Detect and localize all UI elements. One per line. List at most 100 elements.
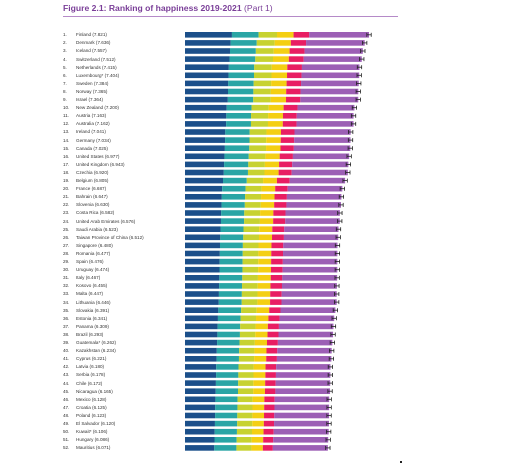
row-label: 11. Austria (7.163) (63, 113, 106, 118)
bar-segment (185, 185, 223, 192)
bar-segment (274, 420, 329, 427)
bar-segment (185, 88, 228, 95)
bar-segment (253, 380, 266, 386)
bar-segment (185, 396, 216, 403)
row-label: 28. Romania (6.477) (63, 251, 110, 256)
row-rank: 30. (63, 267, 70, 273)
figure-title: Figure 2.1: Ranking of happiness 2019-20… (63, 3, 273, 13)
bar-segment (272, 226, 285, 232)
bar-segment (257, 299, 271, 305)
row-rank: 47. (63, 404, 70, 410)
row-country: El Salvador (6.120) (76, 421, 116, 426)
bar-segment (219, 242, 243, 249)
title-rule (63, 16, 398, 17)
bar-segment (255, 48, 274, 54)
row-label: 41. Cyprus (6.221) (63, 356, 106, 361)
bar-segment (267, 323, 279, 330)
row-country: United States (6.977) (76, 153, 120, 159)
row-country: Bahrain (6.647) (76, 194, 108, 200)
bar-segment (254, 347, 267, 354)
row-rank: 10. (63, 105, 70, 111)
row-rank: 44. (63, 380, 70, 386)
bar-segment (244, 202, 261, 208)
row-label: 6. Luxembourg* (7.404) (63, 73, 119, 78)
bar-segment (294, 137, 351, 143)
figure-title-part: (Part 1) (244, 3, 273, 13)
bar-segment (267, 331, 279, 338)
bar-segment (219, 266, 243, 273)
bar-segment (278, 323, 334, 330)
row-country: United Kingdom (6.943) (76, 161, 125, 167)
row-label: 13. Ireland (7.041) (63, 129, 106, 134)
bar-segment (242, 275, 258, 281)
bar-segment (185, 56, 230, 62)
bar-segment (263, 428, 274, 435)
row-rank: 52. (63, 445, 70, 451)
row-label: 37. Panama (6.309) (63, 324, 109, 329)
bar-segment (257, 291, 271, 297)
bar-segment (265, 153, 280, 160)
row-country: Mexico (6.128) (76, 396, 107, 402)
row-country: Mauritius (6.071) (76, 445, 111, 451)
bar-segment (218, 291, 242, 297)
row-country: Croatia (6.125) (76, 404, 107, 410)
bar-segment (282, 113, 297, 119)
row-rank: 32. (63, 283, 70, 289)
row-country: New Zealand (7.200) (76, 105, 119, 111)
bar-segment (249, 145, 267, 151)
bar-segment (185, 372, 217, 378)
bar-segment (270, 291, 282, 297)
row-rank: 50. (63, 429, 70, 435)
bar-segment (185, 258, 220, 265)
row-country: Canada (7.025) (76, 145, 108, 151)
bar-segment (244, 210, 261, 216)
row-country: Australia (7.162) (76, 121, 110, 127)
row-rank: 39. (63, 340, 70, 345)
row-label: 15. Canada (7.025) (63, 146, 108, 151)
row-label: 17. United Kingdom (6.943) (63, 162, 125, 167)
bar-segment (278, 331, 334, 338)
bar-segment (301, 80, 359, 87)
row-country: Chile (6.172) (76, 380, 103, 386)
bar-segment (273, 218, 286, 224)
bar-segment (251, 113, 269, 119)
bar-segment (294, 129, 351, 135)
bar-segment (266, 137, 281, 143)
row-rank: 40. (63, 348, 70, 354)
bar-segment (279, 153, 293, 160)
row-label: 20. France (6.687) (63, 186, 106, 191)
bar-segment (185, 234, 221, 241)
bar-segment (286, 96, 301, 103)
bar-segment (272, 234, 284, 241)
bar-segment (276, 364, 331, 370)
bar-segment (236, 437, 252, 443)
bar-segment (217, 331, 240, 338)
bar-segment (300, 88, 359, 95)
bar-segment (264, 404, 275, 411)
row-label: 22. Slovenia (6.630) (63, 202, 109, 207)
row-rank: 14. (63, 137, 70, 143)
bar-segment (240, 323, 256, 330)
bar-segment (215, 404, 238, 411)
row-country: Netherlands (7.415) (76, 64, 117, 70)
row-label: 5. Netherlands (7.415) (63, 65, 117, 70)
bar-segment (288, 56, 304, 62)
bar-segment (185, 32, 232, 38)
bar-segment (242, 250, 259, 257)
bar-segment (246, 177, 264, 184)
bar-segment (255, 56, 274, 62)
bar-segment (292, 161, 349, 168)
bar-segment (261, 194, 275, 200)
bar-segment (273, 210, 286, 216)
row-rank: 16. (63, 153, 70, 159)
row-rank: 34. (63, 299, 70, 305)
bar-segment (286, 80, 302, 87)
row-country: Estonia (6.341) (76, 315, 108, 321)
bar-segment (306, 40, 365, 46)
bar-segment (266, 339, 278, 346)
bar-segment (241, 307, 257, 313)
bar-segment (185, 194, 222, 200)
bar-segment (264, 388, 276, 394)
bar-segment (237, 420, 253, 427)
